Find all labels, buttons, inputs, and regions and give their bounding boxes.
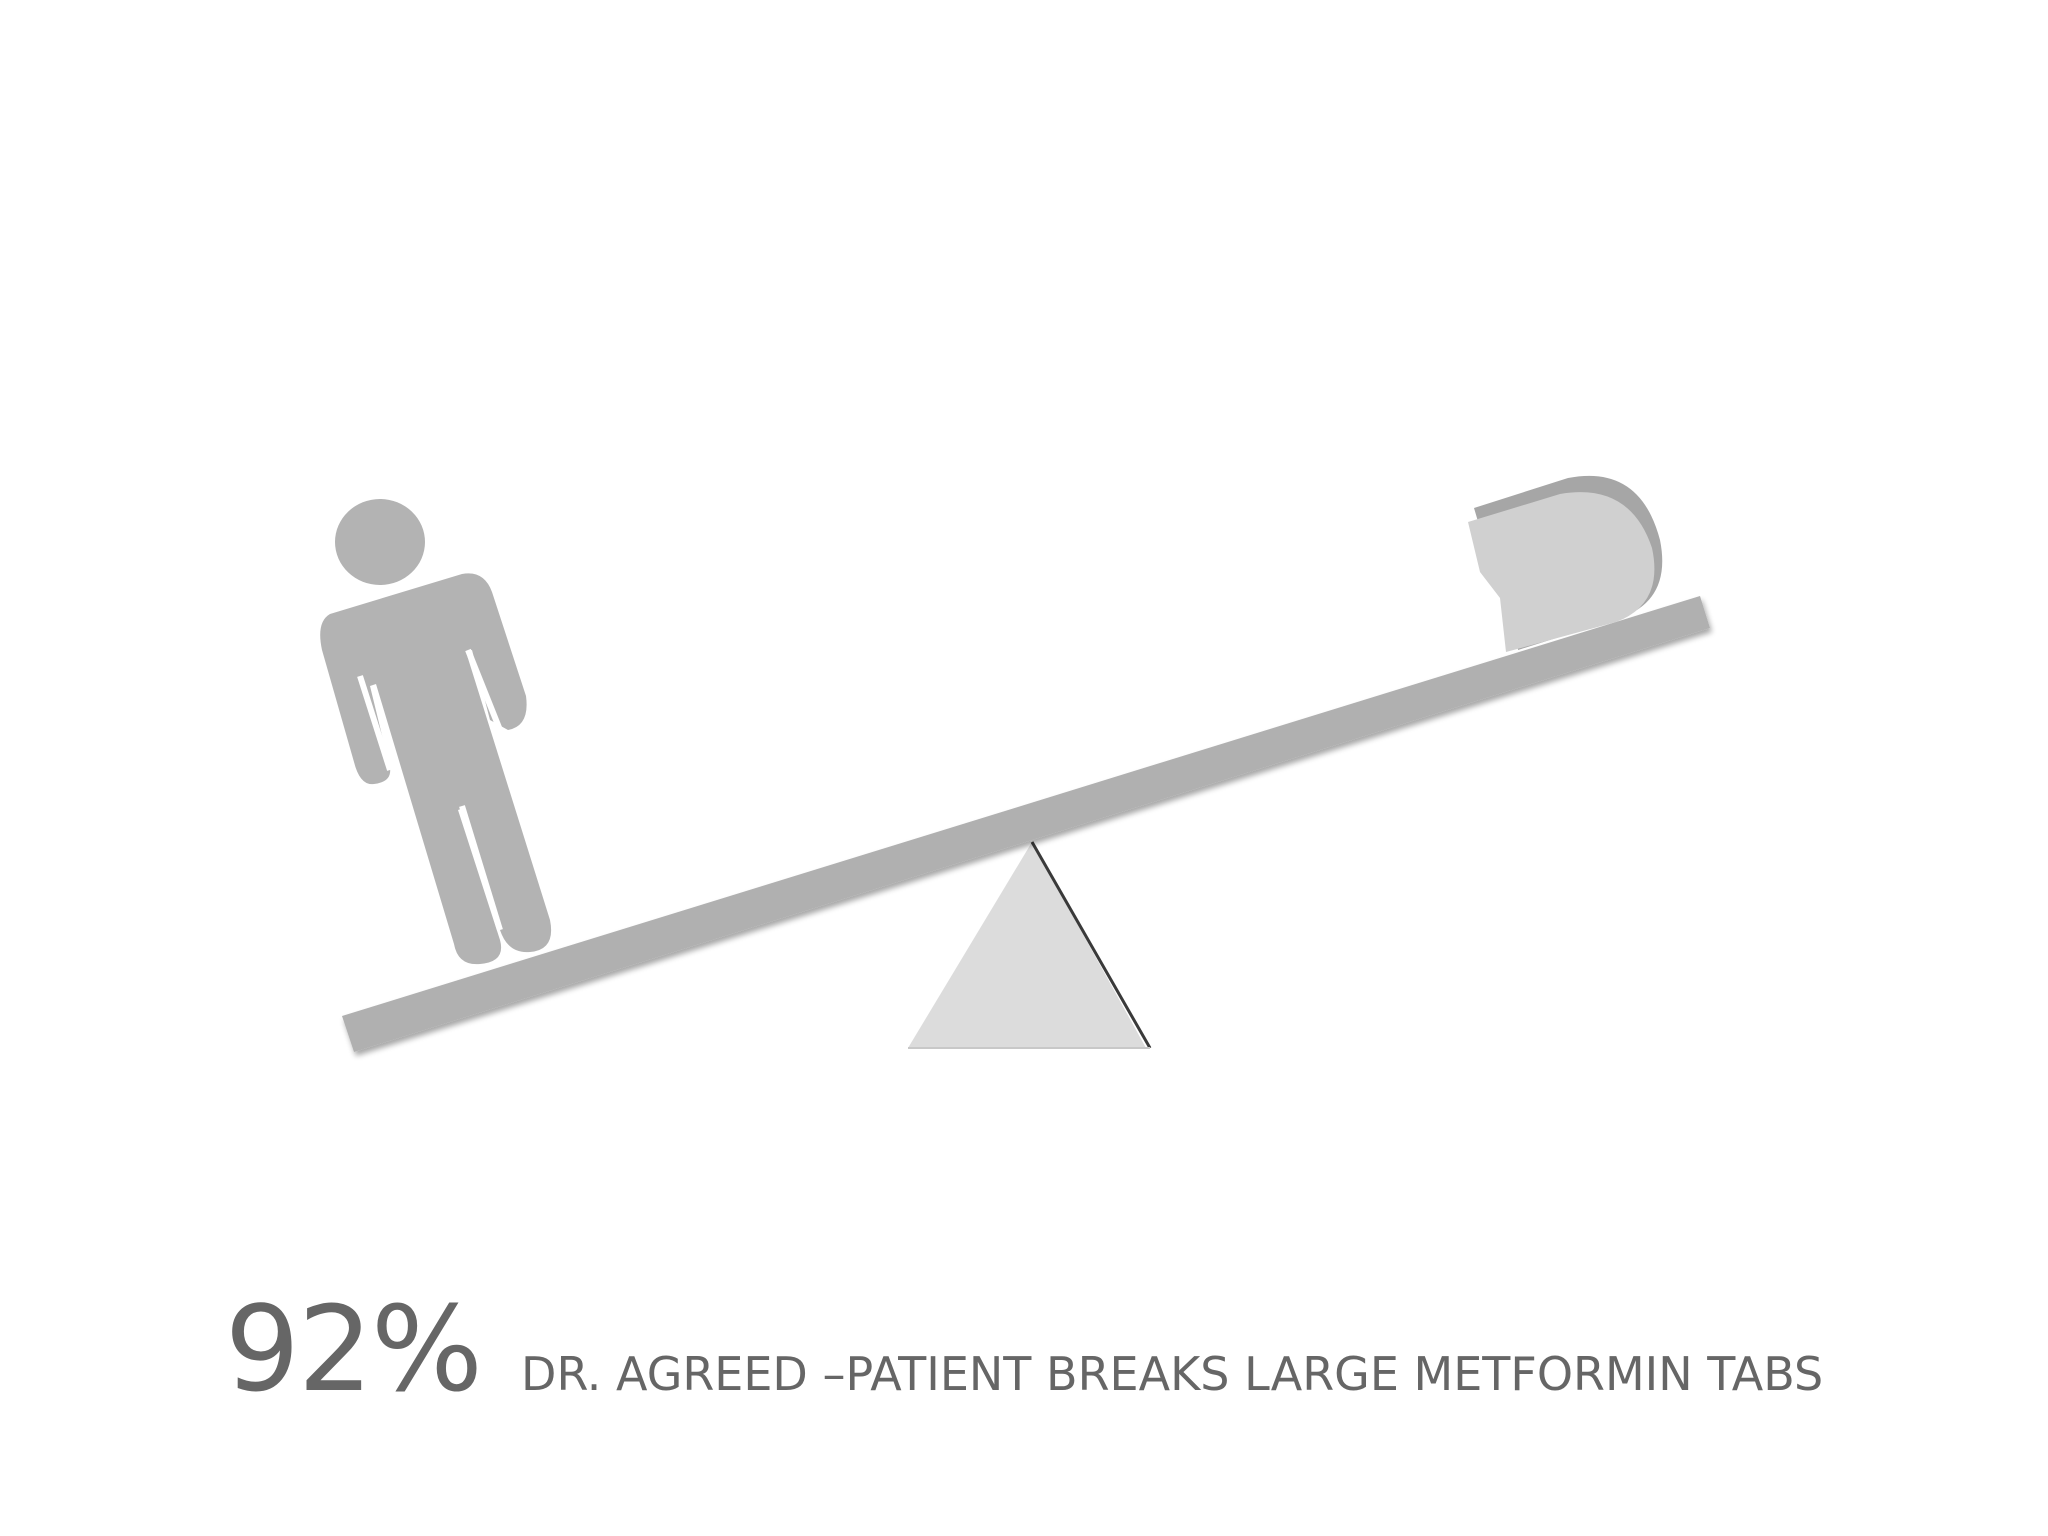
percent-stat: 92% [224, 1280, 483, 1418]
seesaw-plank [342, 596, 1710, 1052]
caption-text: DR. AGREED –PATIENT BREAKS LARGE METFORM… [521, 1347, 1824, 1401]
caption: 92% DR. AGREED –PATIENT BREAKS LARGE MET… [0, 1290, 2048, 1408]
broken-pill-icon [1468, 475, 1663, 652]
fulcrum-triangle [908, 841, 1152, 1049]
person-icon [320, 499, 552, 965]
